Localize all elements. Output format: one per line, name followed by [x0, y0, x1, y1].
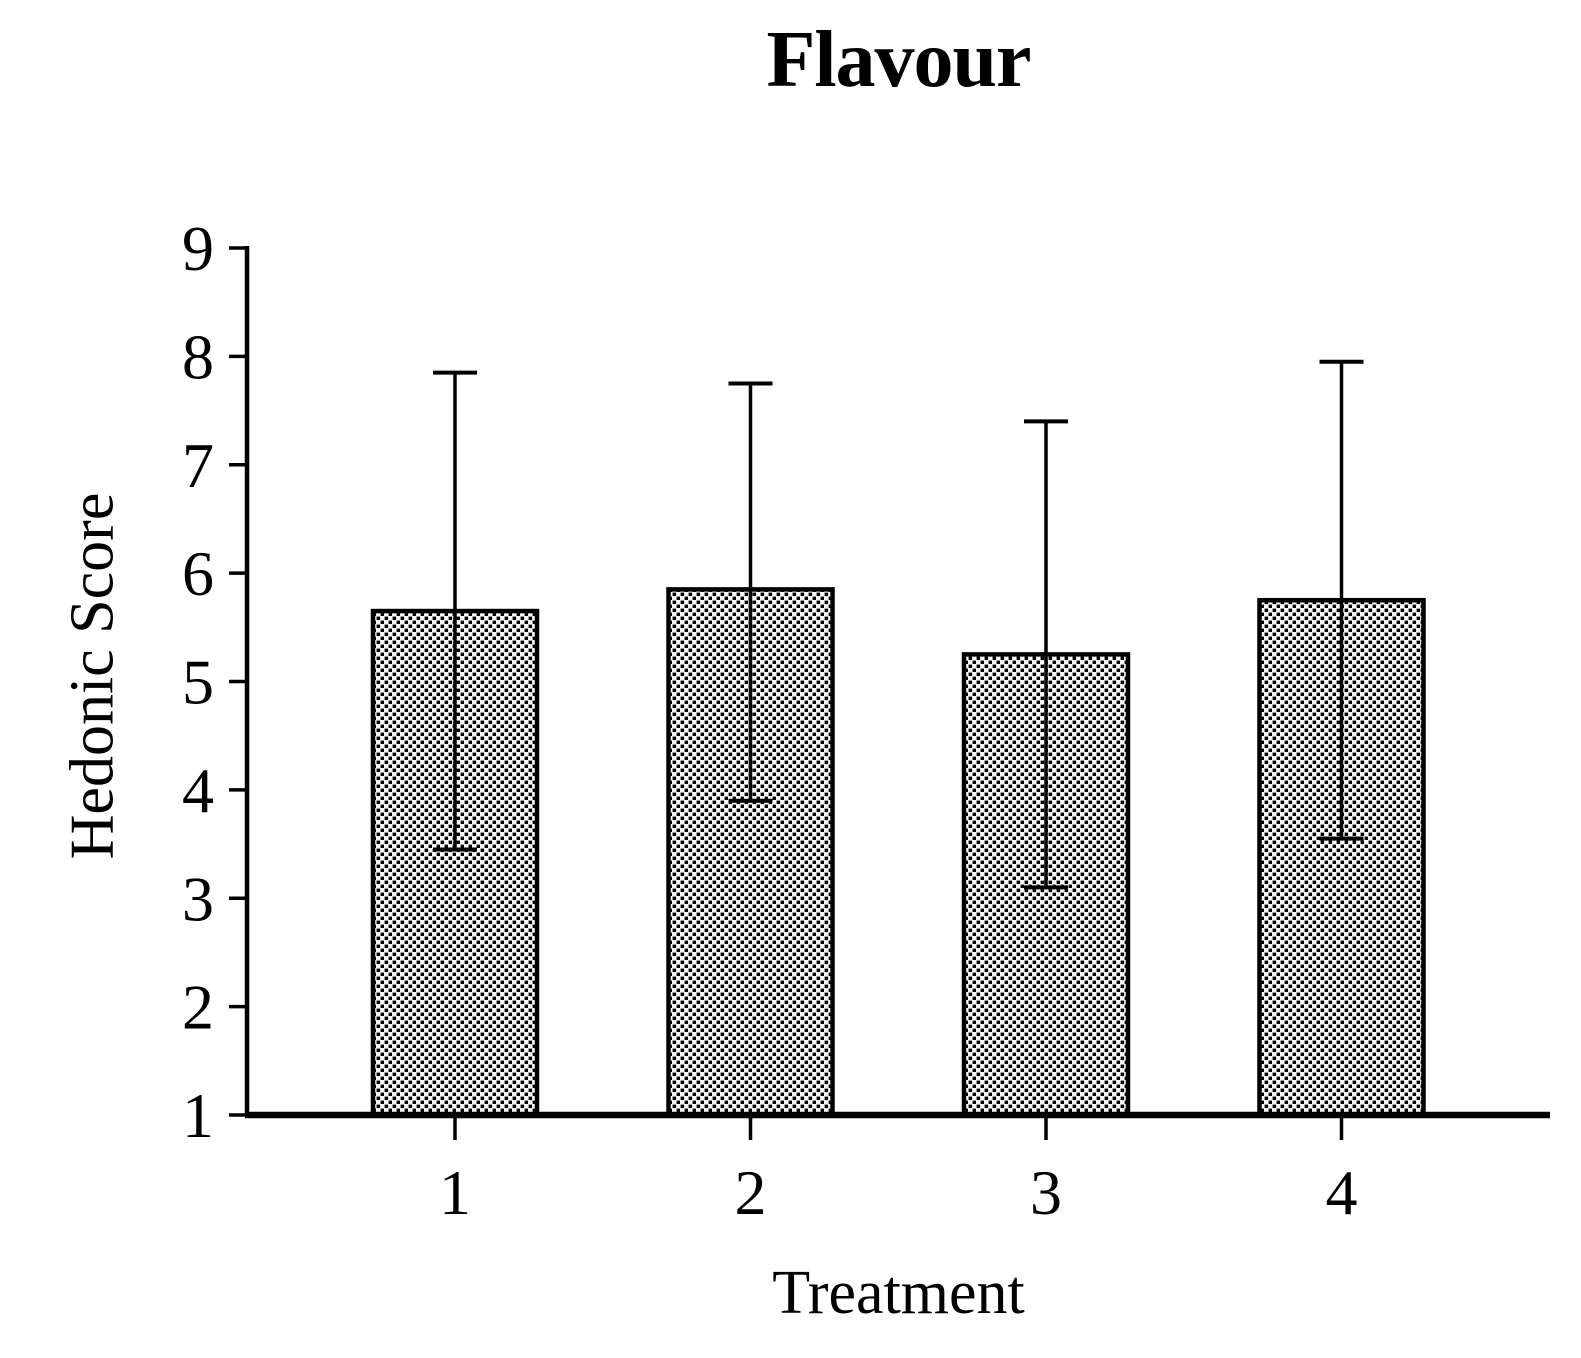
y-tick-label: 2 [182, 972, 214, 1043]
y-tick-label: 8 [182, 321, 214, 392]
error-bar-treatment-4 [1319, 359, 1364, 841]
x-tick-label: 2 [735, 1157, 767, 1228]
x-tick-label: 1 [439, 1157, 471, 1228]
y-tick-label: 7 [182, 430, 214, 501]
error-bar-treatment-3 [1024, 419, 1068, 890]
y-tick-label: 6 [182, 538, 214, 609]
y-tick-label: 9 [182, 213, 214, 284]
x-tick-label: 4 [1326, 1157, 1358, 1228]
y-tick-label: 3 [182, 863, 214, 934]
y-tick-label: 1 [182, 1080, 214, 1151]
y-tick-label: 4 [182, 755, 214, 826]
error-bar-treatment-2 [728, 381, 773, 803]
y-tick-label: 5 [182, 647, 214, 718]
error-bar-treatment-1 [433, 370, 477, 852]
x-tick-label: 3 [1030, 1157, 1062, 1228]
x-axis-label: Treatment [772, 1259, 1025, 1327]
chart-title: Flavour [766, 16, 1031, 104]
